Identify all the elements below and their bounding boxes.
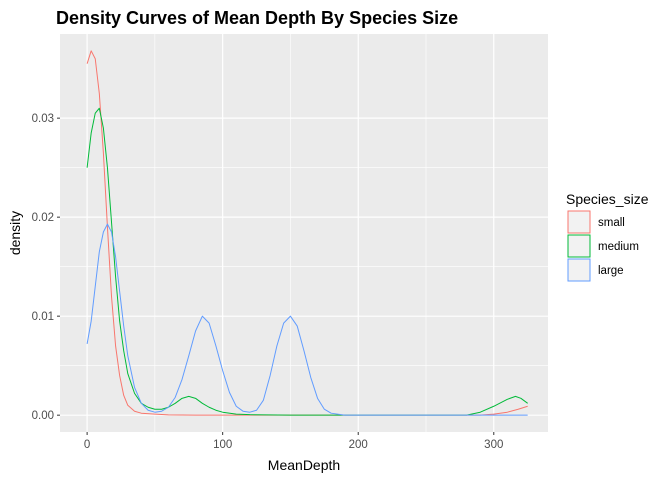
- x-tick-label: 200: [349, 439, 368, 451]
- y-tick-label: 0.02: [32, 212, 54, 224]
- legend-label-large: large: [598, 265, 624, 277]
- legend-key-large: [567, 258, 591, 282]
- x-tick-label: 100: [213, 439, 232, 451]
- plot-panel: [60, 34, 548, 432]
- legend-label-medium: medium: [598, 241, 639, 253]
- density-line-large: [86, 223, 528, 416]
- legend-title: Species_size: [566, 191, 649, 207]
- y-tick-label: 0.03: [32, 113, 54, 125]
- y-tick-label: 0.01: [32, 311, 54, 323]
- legend-label-small: small: [598, 217, 625, 229]
- chart-title: Density Curves of Mean Depth By Species …: [56, 8, 458, 28]
- legend: Species_size small medium large: [566, 191, 649, 282]
- y-tick-label: 0.00: [32, 410, 54, 422]
- x-tick-label: 300: [484, 439, 503, 451]
- legend-key-medium: [567, 234, 591, 258]
- x-axis-title: MeanDepth: [268, 457, 340, 473]
- x-tick-label: 0: [84, 439, 90, 451]
- y-axis-title: density: [7, 211, 23, 255]
- legend-key-small: [567, 210, 591, 234]
